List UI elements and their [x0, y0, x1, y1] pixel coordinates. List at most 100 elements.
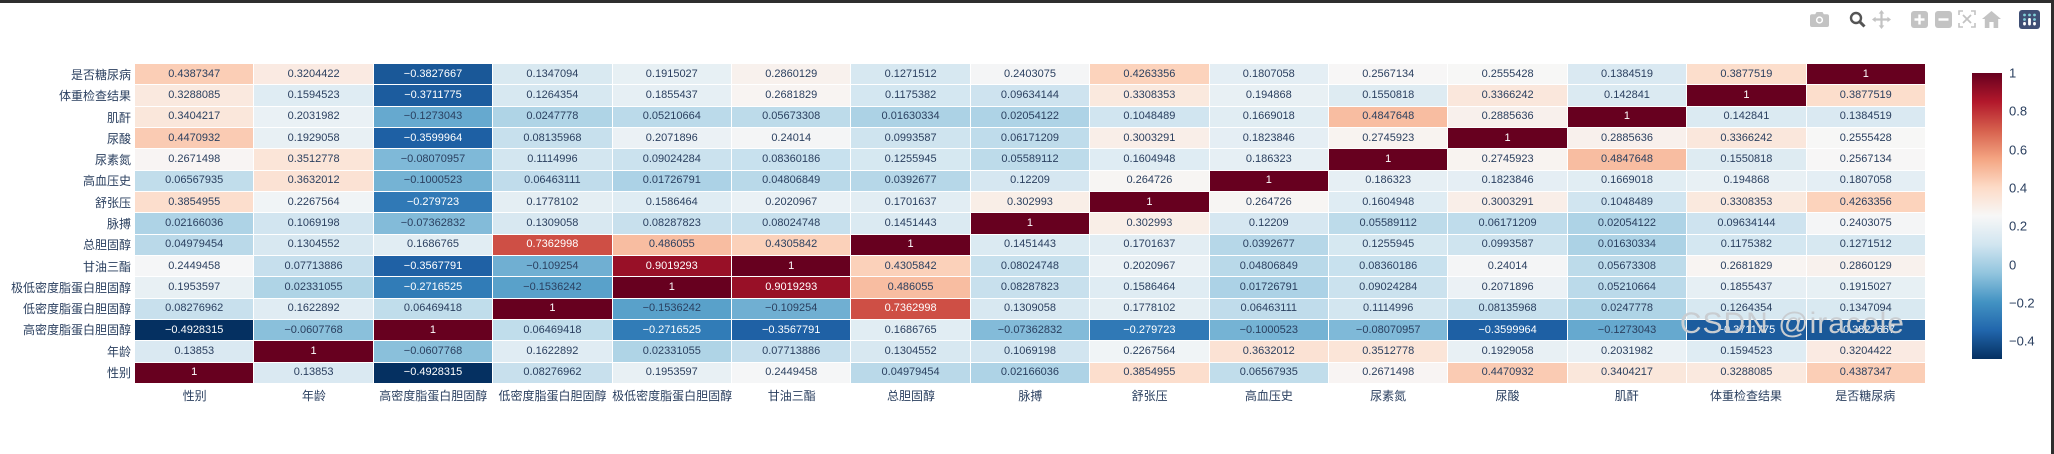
heatmap-cell[interactable]: 0.08024748: [970, 256, 1090, 277]
heatmap-cell[interactable]: −0.3599964: [1448, 320, 1567, 341]
heatmap-cell[interactable]: 0.1594523: [1687, 341, 1806, 362]
autoscale-icon[interactable]: [1955, 8, 1979, 30]
heatmap-cell[interactable]: 0.486055: [851, 277, 970, 298]
heatmap-cell[interactable]: 0.1915027: [1806, 277, 1925, 298]
heatmap-cell[interactable]: 0.7362998: [851, 298, 970, 319]
heatmap-cell[interactable]: 0.2071896: [1448, 277, 1567, 298]
heatmap-cell[interactable]: 0.09634144: [1687, 213, 1806, 234]
heatmap-cell[interactable]: −0.3827667: [1806, 320, 1925, 341]
heatmap-cell[interactable]: 0.264726: [1209, 192, 1328, 213]
heatmap-cell[interactable]: 0.1550818: [1329, 85, 1448, 106]
heatmap-cell[interactable]: 0.2031982: [254, 106, 373, 127]
heatmap-cell[interactable]: 0.04806849: [732, 170, 851, 191]
heatmap-cell[interactable]: 0.2020967: [732, 192, 851, 213]
heatmap-cell[interactable]: −0.1536242: [493, 277, 612, 298]
heatmap-cell[interactable]: 0.05210664: [1567, 277, 1687, 298]
heatmap-cell[interactable]: 0.3308353: [1687, 192, 1806, 213]
heatmap-cell[interactable]: 0.1953597: [135, 277, 254, 298]
home-icon[interactable]: [1979, 8, 2003, 30]
heatmap-cell[interactable]: 0.2745923: [1448, 149, 1567, 170]
heatmap-cell[interactable]: 0.3003291: [1448, 192, 1567, 213]
heatmap-cell[interactable]: 0.2555428: [1806, 128, 1925, 149]
heatmap-cell[interactable]: 0.3854955: [1090, 362, 1209, 383]
heatmap-cell[interactable]: 0.0993587: [851, 128, 970, 149]
heatmap-cell[interactable]: 1: [1090, 192, 1209, 213]
heatmap-cell[interactable]: −0.1273043: [1567, 320, 1687, 341]
heatmap-cell[interactable]: 0.1669018: [1567, 170, 1687, 191]
heatmap-cell[interactable]: 0.02166036: [970, 362, 1090, 383]
heatmap-cell[interactable]: 0.08135968: [1448, 298, 1567, 319]
heatmap-cell[interactable]: 0.1347094: [493, 64, 612, 85]
heatmap-cell[interactable]: 0.4387347: [1806, 362, 1925, 383]
heatmap-cell[interactable]: 0.1069198: [254, 213, 373, 234]
heatmap-cell[interactable]: −0.08070957: [1329, 320, 1448, 341]
heatmap-cell[interactable]: 0.1807058: [1209, 64, 1328, 85]
heatmap-cell[interactable]: 0.08360186: [1329, 256, 1448, 277]
heatmap-cell[interactable]: 0.04979454: [135, 234, 254, 255]
heatmap-cell[interactable]: 0.2449458: [135, 256, 254, 277]
heatmap-cell[interactable]: 0.06463111: [493, 170, 612, 191]
heatmap-cell[interactable]: 0.01726791: [1209, 277, 1328, 298]
heatmap-cell[interactable]: 0.3288085: [1687, 362, 1806, 383]
heatmap-cell[interactable]: 0.2885636: [1448, 106, 1567, 127]
heatmap-cell[interactable]: 0.1586464: [612, 192, 731, 213]
heatmap-cell[interactable]: 0.1255945: [851, 149, 970, 170]
heatmap-cell[interactable]: 0.3288085: [135, 85, 254, 106]
heatmap-cell[interactable]: 0.08276962: [493, 362, 612, 383]
heatmap-cell[interactable]: 1: [1806, 64, 1925, 85]
heatmap-cell[interactable]: 0.05589112: [1329, 213, 1448, 234]
heatmap-cell[interactable]: 0.2555428: [1448, 64, 1567, 85]
heatmap-cell[interactable]: 0.2267564: [254, 192, 373, 213]
heatmap-cell[interactable]: 0.1778102: [1090, 298, 1209, 319]
heatmap-cell[interactable]: −0.0607768: [254, 320, 373, 341]
heatmap-cell[interactable]: 0.09024284: [612, 149, 731, 170]
heatmap-cell[interactable]: 0.05210664: [612, 106, 731, 127]
heatmap-cell[interactable]: 0.3877519: [1687, 64, 1806, 85]
heatmap-cell[interactable]: 0.1309058: [493, 213, 612, 234]
heatmap-cell[interactable]: 0.4470932: [135, 128, 254, 149]
heatmap-cell[interactable]: 0.1669018: [1209, 106, 1328, 127]
heatmap-cell[interactable]: 0.1686765: [373, 234, 493, 255]
heatmap-cell[interactable]: 0.264726: [1090, 170, 1209, 191]
heatmap-cell[interactable]: 0.02054122: [970, 106, 1090, 127]
heatmap-cell[interactable]: 0.3632012: [1209, 341, 1328, 362]
heatmap-cell[interactable]: 0.1451443: [851, 213, 970, 234]
heatmap-cell[interactable]: 0.06171209: [970, 128, 1090, 149]
heatmap-cell[interactable]: 0.4263356: [1090, 64, 1209, 85]
heatmap-cell[interactable]: 0.1255945: [1329, 234, 1448, 255]
heatmap-cell[interactable]: 0.186323: [1209, 149, 1328, 170]
heatmap-cell[interactable]: 0.302993: [970, 192, 1090, 213]
heatmap-cell[interactable]: 0.06469418: [493, 320, 612, 341]
heatmap-cell[interactable]: 0.2860129: [732, 64, 851, 85]
heatmap-cell[interactable]: 0.1701637: [851, 192, 970, 213]
pan-icon[interactable]: [1869, 8, 1893, 30]
heatmap-cell[interactable]: 0.06469418: [373, 298, 493, 319]
heatmap-cell[interactable]: 0.2567134: [1329, 64, 1448, 85]
heatmap-cell[interactable]: 0.0993587: [1448, 234, 1567, 255]
zoom-icon[interactable]: [1845, 8, 1869, 30]
heatmap-cell[interactable]: 0.06463111: [1209, 298, 1328, 319]
heatmap-cell[interactable]: 0.09634144: [970, 85, 1090, 106]
heatmap-cell[interactable]: 0.12209: [1209, 213, 1328, 234]
heatmap-cell[interactable]: −0.3567791: [373, 256, 493, 277]
heatmap-cell[interactable]: 0.08287823: [612, 213, 731, 234]
heatmap-cell[interactable]: 0.08024748: [732, 213, 851, 234]
heatmap-cell[interactable]: −0.3711775: [1687, 320, 1806, 341]
heatmap-cell[interactable]: 1: [612, 277, 731, 298]
heatmap-cell[interactable]: 0.2681829: [1687, 256, 1806, 277]
heatmap-cell[interactable]: −0.07362832: [970, 320, 1090, 341]
heatmap-cell[interactable]: −0.2716525: [612, 320, 731, 341]
heatmap-cell[interactable]: 0.1855437: [1687, 277, 1806, 298]
heatmap-cell[interactable]: 1: [970, 213, 1090, 234]
heatmap-cell[interactable]: 0.1550818: [1687, 149, 1806, 170]
heatmap-cell[interactable]: 0.1823846: [1448, 170, 1567, 191]
heatmap-cell[interactable]: 0.02166036: [135, 213, 254, 234]
heatmap-cell[interactable]: 0.1701637: [1090, 234, 1209, 255]
heatmap-cell[interactable]: 0.2671498: [1329, 362, 1448, 383]
heatmap-cell[interactable]: 0.3308353: [1090, 85, 1209, 106]
heatmap-cell[interactable]: 1: [851, 234, 970, 255]
heatmap-cell[interactable]: −0.109254: [732, 298, 851, 319]
heatmap-cell[interactable]: 0.3404217: [1567, 362, 1687, 383]
heatmap-cell[interactable]: 0.05589112: [970, 149, 1090, 170]
heatmap-cell[interactable]: 0.1604948: [1090, 149, 1209, 170]
